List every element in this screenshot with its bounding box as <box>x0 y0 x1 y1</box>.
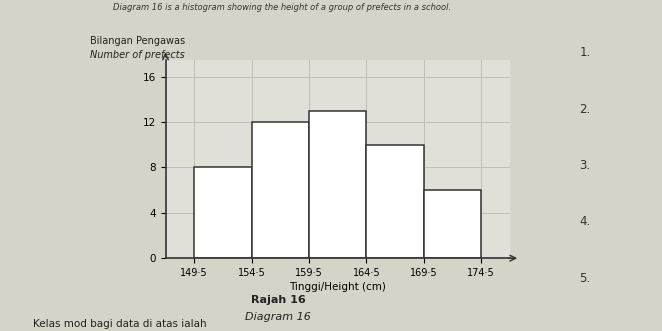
Bar <box>309 111 366 258</box>
Bar <box>194 167 252 258</box>
Bar <box>424 190 481 258</box>
Text: Rajah 16: Rajah 16 <box>251 295 305 305</box>
Text: Number of prefects: Number of prefects <box>90 50 185 60</box>
Text: 3.: 3. <box>579 159 591 172</box>
Text: 4.: 4. <box>579 215 591 228</box>
Bar <box>252 122 309 258</box>
Bar <box>366 145 424 258</box>
X-axis label: Tinggi/Height (cm): Tinggi/Height (cm) <box>289 282 386 292</box>
Text: 2.: 2. <box>579 103 591 116</box>
Text: Diagram 16 is a histogram showing the height of a group of prefects in a school.: Diagram 16 is a histogram showing the he… <box>113 3 451 12</box>
Text: Bilangan Pengawas: Bilangan Pengawas <box>90 36 185 46</box>
Text: 5.: 5. <box>579 271 591 285</box>
Text: Diagram 16: Diagram 16 <box>245 312 311 322</box>
Text: Kelas mod bagi data di atas ialah: Kelas mod bagi data di atas ialah <box>33 319 207 329</box>
Text: 1.: 1. <box>579 46 591 60</box>
